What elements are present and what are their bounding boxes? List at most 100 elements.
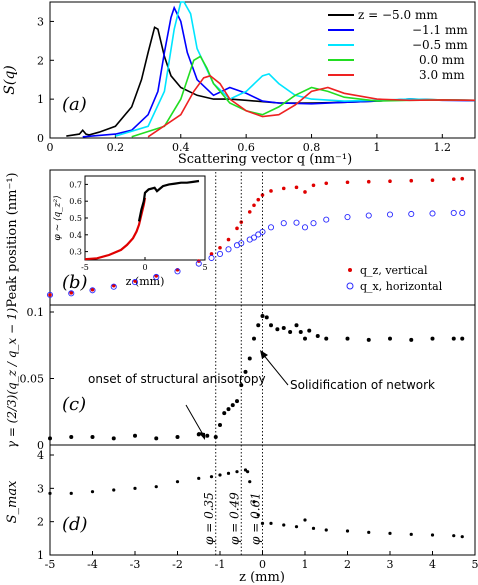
- panel-b-tag: (b): [62, 272, 88, 293]
- panel-d-ylabel: S_max: [5, 480, 20, 523]
- panel-a-ytick-label: 1: [37, 93, 44, 106]
- panel-b-point-0: [388, 179, 392, 184]
- panel-d-ytick-label: 1: [37, 549, 44, 562]
- panel-d-point-0: [388, 531, 392, 535]
- panel-b-point-1: [365, 212, 372, 219]
- panel-b-point-0: [303, 190, 307, 194]
- vlines: φ = 0.35 φ = 0.49 φ = 0.61: [202, 172, 263, 555]
- panel-d-xtick-label: -4: [87, 558, 98, 571]
- panel-c-point-0: [256, 323, 261, 328]
- legend-a-label-3: 0.0 mm: [419, 53, 465, 67]
- panel-d-xtick-label: 2: [344, 558, 351, 571]
- panel-b-point-0: [90, 287, 95, 292]
- panel-d-point-0: [345, 529, 350, 533]
- panel-a-ytick-label: 2: [37, 54, 44, 67]
- inset-ytick-label: 0.6: [69, 197, 82, 206]
- panel-d-point-0: [367, 530, 371, 534]
- panel-c-point-0: [133, 433, 137, 438]
- panel-b-point-1: [46, 291, 54, 298]
- panel-c-point-0: [269, 323, 273, 328]
- panel-b-point-0: [260, 193, 265, 197]
- inset-ytick-label: 0.4: [69, 231, 82, 240]
- panel-a-xtick-label: 1: [373, 141, 380, 154]
- panel-b-point-0: [451, 177, 456, 181]
- panel-d-plot: 1 2 3 4 -5 -4 -3 -2 -1 0 1 2 3 4 5: [37, 449, 478, 571]
- panel-c-point-0: [288, 329, 293, 334]
- annotation-onset: onset of structural anisotropy: [88, 372, 266, 440]
- annotation-solidification-arrow: [261, 352, 289, 386]
- legend-b-label-0: q_z, vertical: [360, 264, 428, 277]
- panel-c-ytick-label: 0: [37, 439, 44, 452]
- panel-d-point-0: [69, 491, 73, 495]
- inset-xtick-label: -5: [81, 263, 89, 272]
- inset-ytick-label: 0.3: [69, 248, 82, 257]
- panel-a-frame: [49, 1, 476, 139]
- panel-a-xtick-label: 0.8: [303, 141, 321, 154]
- panel-c-point-0: [430, 336, 435, 341]
- panel-c-point-0: [451, 336, 456, 341]
- panel-b-point-0: [154, 274, 159, 278]
- annotation-onset-arrow: [185, 404, 206, 439]
- panel-d-point-0: [246, 470, 250, 474]
- panel-b-point-0: [133, 279, 137, 283]
- inset-frame: [84, 175, 206, 261]
- panel-d-xlabel: z (mm): [239, 570, 285, 585]
- panel-b-point-0: [366, 179, 371, 184]
- annotation-solidification: Solidification of network: [260, 350, 435, 392]
- panel-b-point-1: [68, 290, 75, 297]
- panel-b-point-1: [386, 211, 394, 218]
- panel-b-point-1: [301, 224, 309, 231]
- panel-c-point-0: [409, 337, 414, 342]
- annotation-solidification-arrowhead: [260, 350, 268, 359]
- panel-c-point-0: [388, 336, 392, 341]
- panel-d-ytick-label: 4: [37, 449, 44, 462]
- legend-a-label-0: z = −5.0 mm: [358, 8, 438, 22]
- panel-b-point-1: [310, 220, 317, 227]
- panel-b-point-1: [131, 279, 139, 286]
- panel-d-point-0: [248, 480, 252, 484]
- panel-d-point-0: [154, 485, 158, 489]
- inset-xtick-label: 5: [202, 263, 207, 272]
- panel-c-point-0: [281, 325, 286, 330]
- panel-d-point-0: [235, 470, 239, 474]
- panel-c-point-0: [218, 423, 222, 428]
- inset-series-line-1: [137, 179, 200, 222]
- panel-d-frame: [49, 444, 476, 556]
- panel-c-point-0: [307, 328, 312, 333]
- inset-xtick-label: 0: [142, 263, 147, 272]
- panel-d-point-0: [430, 533, 435, 537]
- panel-d-point-0: [90, 490, 95, 494]
- panel-d-point-0: [209, 475, 214, 479]
- panel-c-ylabel: γ = (2/3)(q_z / q_x − 1): [5, 308, 19, 449]
- panel-a-ytick-label: 0: [37, 132, 44, 145]
- panel-c-point-0: [69, 435, 74, 440]
- panel-d-xtick-label: 1: [302, 558, 309, 571]
- panel-b-point-1: [174, 268, 181, 275]
- panel-d-point-0: [226, 471, 231, 475]
- panel-b-point-0: [281, 186, 286, 191]
- panel-d-xtick-label: 4: [429, 558, 436, 571]
- panel-b-point-0: [311, 183, 316, 188]
- inset-plot: -5 0 5 0.3 0.4 0.5 0.6 0.7: [69, 179, 208, 272]
- annotation-solidification-text: Solidification of network: [290, 378, 435, 392]
- panel-d-xtick-label: 3: [387, 558, 394, 571]
- panel-b-point-1: [250, 234, 258, 241]
- panel-b-point-0: [218, 245, 222, 250]
- panel-d-point-0: [460, 535, 464, 539]
- panel-a-xtick-label: 0.2: [107, 141, 125, 154]
- panel-d-point-0: [303, 518, 307, 522]
- panel-c-point-0: [48, 436, 52, 441]
- panel-d-point-0: [218, 473, 222, 477]
- panel-c-point-0: [298, 329, 303, 334]
- panel-b-point-0: [460, 176, 465, 181]
- panel-b-point-1: [153, 273, 160, 281]
- vline-label-2: φ = 0.61: [249, 492, 263, 545]
- panel-b-point-0: [269, 189, 273, 193]
- panel-d-tag: (d): [62, 514, 88, 535]
- panel-d-point-0: [252, 500, 256, 504]
- panel-c-point-0: [111, 436, 116, 441]
- vline-label-1: φ = 0.49: [227, 492, 241, 545]
- panel-d-point-0: [269, 521, 273, 525]
- panel-b-ylabel: Peak position (nm⁻¹): [5, 172, 20, 307]
- panel-d-point-0: [282, 523, 286, 527]
